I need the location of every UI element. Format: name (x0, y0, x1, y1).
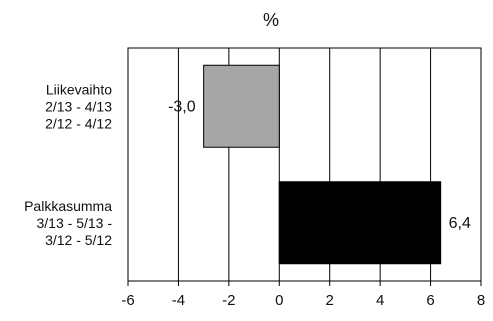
category-label-line: 3/13 - 5/13 - (37, 215, 113, 231)
value-labels: -3,0 6,4 (168, 98, 471, 232)
tick-label: -4 (172, 292, 185, 309)
plot-area (127, 47, 482, 282)
category-labels: Liikevaihto 2/13 - 4/13 2/12 - 4/12 Palkkas… (24, 81, 112, 248)
category-label-line: 2/13 - 4/13 (45, 98, 112, 114)
x-axis-ticks: -6 -4 -2 0 2 4 6 8 (121, 281, 485, 309)
chart-title: % (263, 10, 279, 30)
tick-label: 4 (376, 292, 384, 309)
tick-label: -2 (222, 292, 235, 309)
category-label-line: 2/12 - 4/12 (45, 115, 112, 131)
bar (203, 64, 280, 148)
tick-label: 2 (326, 292, 334, 309)
bar (278, 181, 442, 265)
value-label: 6,4 (449, 215, 471, 232)
category-label-line: Liikevaihto (46, 81, 112, 97)
category-label: Liikevaihto 2/13 - 4/13 2/12 - 4/12 (45, 81, 112, 131)
tick-label: 6 (426, 292, 434, 309)
category-label-line: 3/12 - 5/12 (45, 232, 112, 248)
tick-label: 0 (275, 292, 283, 309)
category-label: Palkkasumma 3/13 - 5/13 -3/12 - 5/12 (24, 198, 112, 248)
category-label-line: Palkkasumma (24, 198, 112, 214)
bars (203, 64, 442, 265)
tick-label: 8 (477, 292, 485, 309)
tick-label: -6 (121, 292, 134, 309)
value-label: -3,0 (168, 98, 196, 115)
